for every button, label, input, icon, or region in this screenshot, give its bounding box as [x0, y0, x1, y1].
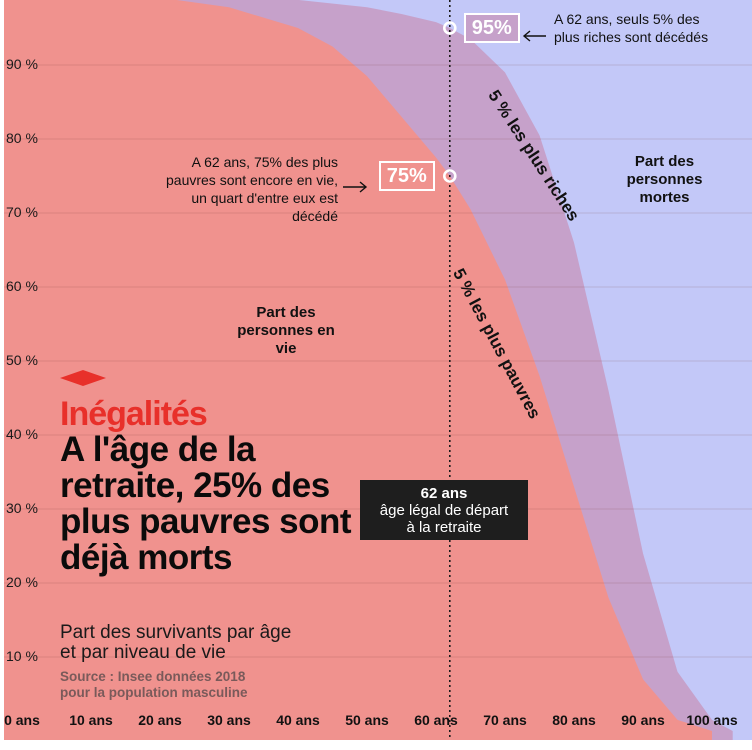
poor-value-badge: 75%	[378, 161, 435, 191]
x-tick-label: 80 ans	[552, 712, 596, 728]
y-tick-label: 90 %	[6, 56, 38, 72]
rich-annotation: A 62 ans, seuls 5% des plus riches sont …	[554, 11, 709, 45]
x-tick-label: 100 ans	[686, 712, 738, 728]
y-tick-label: 10 %	[6, 648, 38, 664]
retirement-age-label: 62 ans	[420, 485, 468, 502]
y-tick-label: 70 %	[6, 204, 38, 220]
retirement-label-box: 62 ans âge légal de départ à la retraite	[360, 480, 528, 540]
poor-marker-dot	[442, 169, 457, 183]
source-note: Source : Insee données 2018 pour la popu…	[60, 669, 248, 700]
y-tick-label: 40 %	[6, 426, 38, 442]
y-tick-label: 30 %	[6, 500, 38, 516]
x-tick-label: 50 ans	[345, 712, 389, 728]
rich-marker-dot	[442, 21, 457, 35]
gridlines	[4, 64, 752, 658]
chart-subtitle: Part des survivants par âge et par nivea…	[60, 622, 292, 663]
x-tick-label: 20 ans	[138, 712, 182, 728]
chart-title: A l'âge de la retraite, 25% des plus pau…	[60, 430, 352, 577]
poor-survival-area	[4, 0, 712, 740]
alive-region-label: Part des personnes en vie	[237, 304, 335, 357]
diamond-icon	[60, 370, 106, 386]
x-tick-label: 60 ans	[414, 712, 458, 728]
x-tick-label: 0 ans	[4, 712, 40, 728]
arrow-head	[522, 30, 531, 42]
x-tick-label: 40 ans	[276, 712, 320, 728]
y-tick-label: 50 %	[6, 352, 38, 368]
rich-value-badge: 95%	[463, 13, 520, 43]
x-tick-label: 90 ans	[621, 712, 665, 728]
x-tick-label: 70 ans	[483, 712, 527, 728]
y-tick-label: 60 %	[6, 278, 38, 294]
y-tick-label: 20 %	[6, 574, 38, 590]
x-tick-label: 10 ans	[69, 712, 113, 728]
arrow-head	[359, 181, 368, 193]
kicker: Inégalités	[60, 395, 208, 433]
poor-annotation: A 62 ans, 75% des plus pauvres sont enco…	[166, 154, 338, 224]
y-tick-label: 80 %	[6, 130, 38, 146]
annotation-arrows	[343, 30, 546, 193]
retirement-description: âge légal de départ à la retraite	[379, 502, 509, 536]
dead-region-label: Part des personnes mortes	[626, 153, 703, 206]
x-tick-label: 30 ans	[207, 712, 251, 728]
